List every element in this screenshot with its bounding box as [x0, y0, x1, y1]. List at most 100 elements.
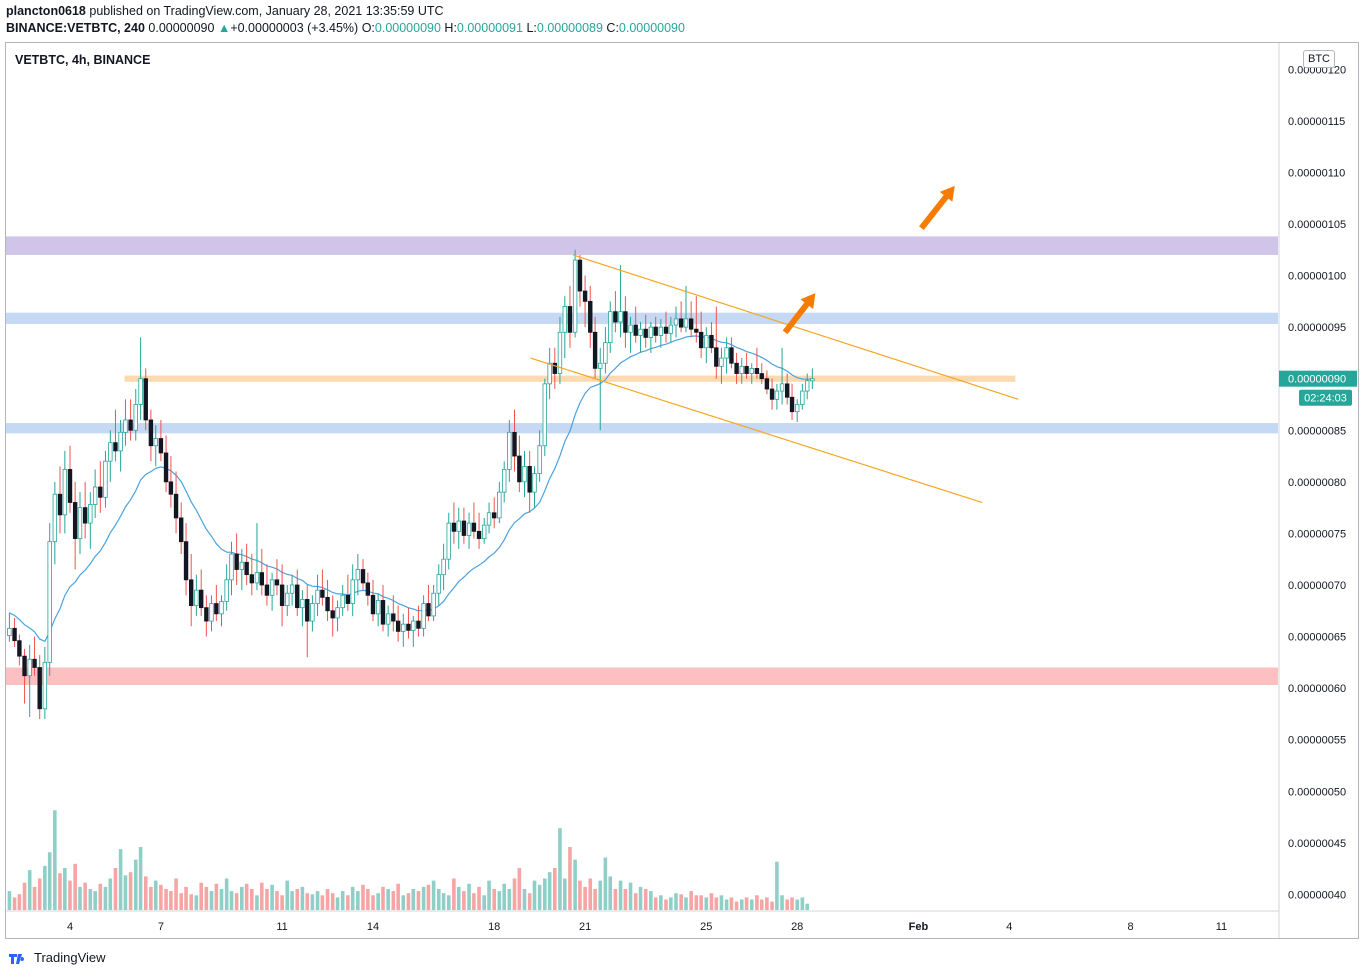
candle-body[interactable]: [804, 380, 810, 392]
candle-body[interactable]: [658, 326, 664, 336]
candle-body[interactable]: [274, 579, 280, 586]
candle-body[interactable]: [754, 367, 760, 374]
candle-body[interactable]: [82, 507, 88, 524]
candle-body[interactable]: [785, 383, 790, 398]
candle-body[interactable]: [355, 569, 361, 581]
candle-body[interactable]: [694, 328, 699, 333]
candle-body[interactable]: [749, 367, 754, 374]
candle-body[interactable]: [330, 610, 335, 619]
candle-body[interactable]: [613, 311, 618, 323]
candle-body[interactable]: [769, 388, 775, 400]
candle-body[interactable]: [380, 600, 386, 625]
candle-body[interactable]: [32, 658, 37, 668]
candle-body[interactable]: [466, 522, 472, 536]
candle-body[interactable]: [567, 306, 573, 333]
candle-body[interactable]: [759, 373, 764, 380]
candle-body[interactable]: [163, 452, 169, 483]
candle-body[interactable]: [391, 613, 396, 622]
candle-body[interactable]: [12, 627, 17, 642]
candle-body[interactable]: [375, 600, 381, 615]
candle-body[interactable]: [633, 324, 638, 336]
candle-body[interactable]: [517, 455, 522, 483]
candle-body[interactable]: [628, 324, 633, 333]
candle-body[interactable]: [113, 442, 118, 452]
candle-body[interactable]: [431, 592, 436, 617]
candle-body[interactable]: [441, 558, 446, 576]
candle-body[interactable]: [673, 318, 679, 326]
candle-body[interactable]: [501, 469, 507, 493]
candle-body[interactable]: [562, 306, 567, 333]
candle-body[interactable]: [249, 574, 254, 584]
candle-body[interactable]: [88, 504, 93, 524]
candle-body[interactable]: [209, 603, 214, 622]
candle-body[interactable]: [108, 442, 113, 462]
candle-body[interactable]: [698, 331, 704, 349]
candle-body[interactable]: [592, 331, 598, 369]
candle-body[interactable]: [173, 493, 179, 519]
candle-body[interactable]: [709, 334, 714, 349]
candle-body[interactable]: [128, 419, 133, 431]
channel-trendline-1[interactable]: [530, 357, 983, 504]
candle-body[interactable]: [365, 582, 371, 596]
candle-body[interactable]: [370, 594, 376, 615]
candle-body[interactable]: [123, 419, 128, 433]
candle-body[interactable]: [663, 326, 669, 334]
candle-body[interactable]: [789, 396, 795, 413]
candle-body[interactable]: [179, 517, 184, 543]
candle-body[interactable]: [153, 438, 158, 447]
candle-body[interactable]: [704, 334, 709, 349]
candle-body[interactable]: [764, 378, 770, 390]
candle-body[interactable]: [224, 579, 229, 602]
candle-body[interactable]: [572, 259, 578, 333]
candle-body[interactable]: [47, 541, 52, 663]
candle-body[interactable]: [608, 311, 613, 344]
candle-body[interactable]: [603, 342, 608, 364]
candle-body[interactable]: [285, 592, 290, 607]
candle-body[interactable]: [37, 667, 42, 710]
candle-body[interactable]: [183, 541, 189, 581]
candle-body[interactable]: [300, 599, 305, 609]
candle-body[interactable]: [219, 601, 224, 615]
candle-body[interactable]: [476, 530, 482, 539]
candle-body[interactable]: [451, 522, 457, 532]
candle-body[interactable]: [143, 378, 148, 421]
candle-body[interactable]: [188, 579, 194, 607]
candle-body[interactable]: [168, 481, 174, 495]
candle-body[interactable]: [406, 623, 411, 631]
candle-body[interactable]: [734, 362, 739, 374]
candle-body[interactable]: [482, 524, 487, 539]
candle-body[interactable]: [340, 594, 345, 609]
candle-body[interactable]: [17, 640, 22, 657]
candle-body[interactable]: [289, 584, 295, 594]
candle-body[interactable]: [62, 469, 68, 516]
candle-body[interactable]: [194, 589, 199, 607]
candle-body[interactable]: [77, 507, 83, 539]
candle-body[interactable]: [512, 431, 517, 457]
candle-body[interactable]: [729, 347, 734, 364]
candle-body[interactable]: [744, 365, 749, 374]
candle-body[interactable]: [618, 311, 623, 323]
candle-body[interactable]: [234, 553, 239, 570]
candle-body[interactable]: [557, 331, 563, 374]
candle-body[interactable]: [497, 491, 502, 519]
candle-body[interactable]: [527, 465, 532, 493]
up-arrow-icon-1[interactable]: [915, 181, 961, 233]
candle-body[interactable]: [198, 589, 204, 609]
candle-body[interactable]: [588, 300, 593, 333]
candle-body[interactable]: [148, 419, 154, 447]
candle-body[interactable]: [537, 445, 542, 474]
candle-body[interactable]: [552, 362, 557, 374]
candle-body[interactable]: [547, 362, 552, 385]
channel-trendline-0[interactable]: [572, 254, 1019, 400]
candle-body[interactable]: [67, 469, 73, 503]
candle-body[interactable]: [724, 347, 729, 359]
candle-body[interactable]: [643, 328, 648, 338]
candle-body[interactable]: [486, 512, 492, 526]
candle-body[interactable]: [668, 324, 674, 334]
candle-body[interactable]: [532, 473, 537, 493]
candle-body[interactable]: [542, 383, 548, 447]
candle-body[interactable]: [810, 378, 815, 382]
candle-body[interactable]: [264, 584, 270, 596]
candle-body[interactable]: [269, 579, 275, 596]
